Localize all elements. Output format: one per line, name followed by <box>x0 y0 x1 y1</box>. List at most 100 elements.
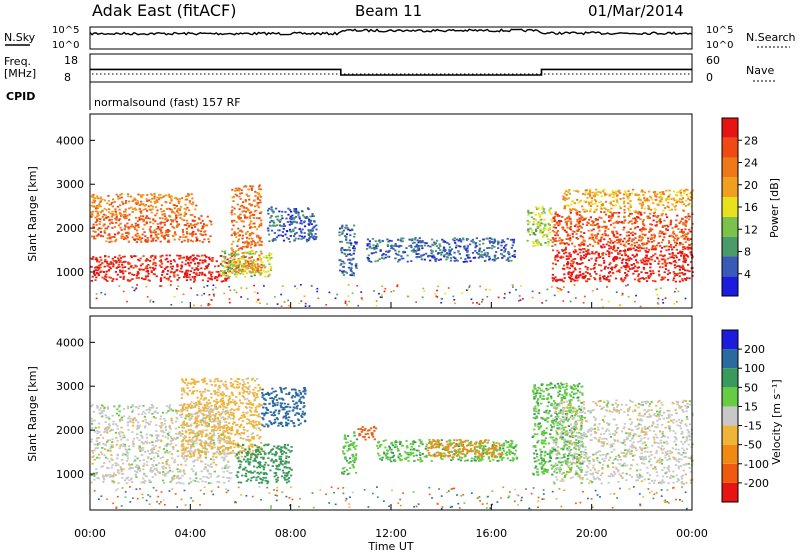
x-tick-label-0: 00:00 <box>74 527 106 540</box>
nsky-tick-bottom: 10^0 <box>52 40 79 51</box>
velocity-cb-swatch-4 <box>722 406 738 426</box>
x-tick-label-5: 20:00 <box>576 527 608 540</box>
x-tick-label-3: 12:00 <box>375 527 407 540</box>
freq-label-line2: [MHz] <box>4 67 36 80</box>
velocity-cb-label-0: -200 <box>744 477 769 490</box>
power-ytick-label-2: 3000 <box>56 178 84 191</box>
velocity-region-7 <box>426 438 504 459</box>
velocity-cb-swatch-0 <box>722 482 738 502</box>
date-title: 01/Mar/2014 <box>588 2 684 20</box>
velocity-cb-label-2: -50 <box>744 439 762 452</box>
velocity-region-3 <box>260 386 307 428</box>
velocity-cb-frame <box>721 329 739 503</box>
velocity-ytick-label-1: 2000 <box>56 424 84 437</box>
power-region-10 <box>551 245 694 283</box>
velocity-region-1 <box>180 377 263 459</box>
power-region-0 <box>90 254 232 283</box>
power-cb-label-1: 8 <box>744 246 751 259</box>
cpid-value: normalsound (fast) 157 RF <box>94 96 241 109</box>
velocity-cb-swatch-8 <box>722 330 738 350</box>
velocity-cb-swatch-2 <box>722 444 738 464</box>
power-ylabel: Slant Range [km] <box>26 166 39 262</box>
velocity-frame <box>89 315 693 511</box>
velocity-region-5 <box>357 425 378 441</box>
x-tick-label-2: 08:00 <box>275 527 307 540</box>
power-scatter <box>90 184 694 308</box>
power-region-11 <box>551 210 694 248</box>
power-cb-swatch-7 <box>722 137 738 158</box>
station-title: Adak East (fitACF) <box>92 1 236 20</box>
nsky-trace <box>89 28 693 36</box>
velocity-y-axis: 1000 2000 3000 4000 <box>56 336 95 481</box>
velocity-cb-label-5: 50 <box>744 381 758 394</box>
power-cb-swatch-4 <box>722 197 738 217</box>
velocity-region-6 <box>376 438 519 463</box>
freq-strip: Freq. [MHz] 18 8 60 0 Nave <box>4 53 775 84</box>
power-panel: 1000 2000 3000 4000 Slant Range [km] 4 8 12 16… <box>26 113 781 309</box>
velocity-cb-swatch-3 <box>722 425 738 445</box>
x-axis-label: Time UT <box>367 540 413 553</box>
velocity-ytick-label-0: 1000 <box>56 468 84 481</box>
power-region-4 <box>220 250 273 278</box>
nsky-tick-top: 10^5 <box>52 25 79 36</box>
nsearch-label: N.Search <box>746 31 796 44</box>
power-cb-swatch-8 <box>722 118 738 138</box>
velocity-region-9 <box>551 399 694 485</box>
power-cb-swatch-3 <box>722 216 738 237</box>
velocity-cb-swatch-6 <box>722 368 738 388</box>
power-cb-swatch-5 <box>722 177 738 198</box>
freq-tick-top: 18 <box>64 54 78 67</box>
power-region-6 <box>266 206 318 243</box>
velocity-cb-label-6: 100 <box>744 362 765 375</box>
power-region-7 <box>338 224 358 277</box>
velocity-region-2 <box>235 443 293 485</box>
power-cb-swatch-6 <box>722 157 738 178</box>
cpid-strip: CPID normalsound (fast) 157 RF <box>6 82 241 110</box>
velocity-panel: 1000 2000 3000 4000 Slant Range [km] -200 -1… <box>26 302 783 553</box>
nsearch-tick-bottom: 10^0 <box>706 40 733 51</box>
power-cb-label-3: 16 <box>744 201 758 214</box>
power-colorbar: 4 8 12 16 20 24 28 <box>721 117 758 297</box>
power-cb-swatch-1 <box>722 256 738 277</box>
velocity-cb-label-1: -100 <box>744 458 769 471</box>
freq-frame <box>89 53 693 83</box>
velocity-ytick-label-3: 4000 <box>56 336 84 349</box>
velocity-cb-swatch-7 <box>722 349 738 369</box>
power-region-1 <box>90 215 213 243</box>
freq-trace <box>90 68 692 76</box>
freq-tick-bottom: 8 <box>64 71 71 84</box>
nsky-line <box>89 28 693 36</box>
power-cb-label-0: 4 <box>744 268 751 281</box>
velocity-noise <box>93 486 688 510</box>
power-ytick-label-0: 1000 <box>56 266 84 279</box>
power-cb-label-4: 20 <box>744 179 758 192</box>
power-region-12 <box>562 188 694 213</box>
velocity-cb-swatch-1 <box>722 463 738 483</box>
velocity-cb-swatch-5 <box>722 387 738 407</box>
power-colorbar-label: Power [dB] <box>768 178 781 238</box>
power-region-5 <box>240 259 263 274</box>
velocity-cb-label-4: 15 <box>744 400 758 413</box>
nsearch-tick-top: 10^5 <box>706 25 733 36</box>
power-cb-swatch-2 <box>722 236 738 257</box>
power-ytick-label-3: 4000 <box>56 134 84 147</box>
velocity-cb-label-3: -15 <box>744 420 762 433</box>
power-region-2 <box>90 193 198 217</box>
nsky-label: N.Sky <box>4 31 36 44</box>
nsky-frame <box>89 26 693 50</box>
velocity-region-4 <box>340 431 359 476</box>
velocity-cb-label-7: 200 <box>744 343 765 356</box>
power-cb-label-2: 12 <box>744 223 758 236</box>
velocity-colorbar: -200 -100 -50 -15 15 50 100 200 <box>721 329 769 503</box>
power-region-3 <box>230 184 263 274</box>
beam-title: Beam 11 <box>355 2 422 20</box>
power-region-8 <box>365 237 517 263</box>
power-ytick-label-1: 2000 <box>56 222 84 235</box>
x-tick-label-6: 00:00 <box>676 527 708 540</box>
x-tick-label-4: 16:00 <box>475 527 507 540</box>
time-x-axis: 00:00 04:00 08:00 12:00 16:00 20:00 00:00 <box>74 302 708 540</box>
velocity-ylabel: Slant Range [km] <box>26 366 39 462</box>
cpid-label: CPID <box>6 90 35 103</box>
velocity-ytick-label-2: 3000 <box>56 380 84 393</box>
